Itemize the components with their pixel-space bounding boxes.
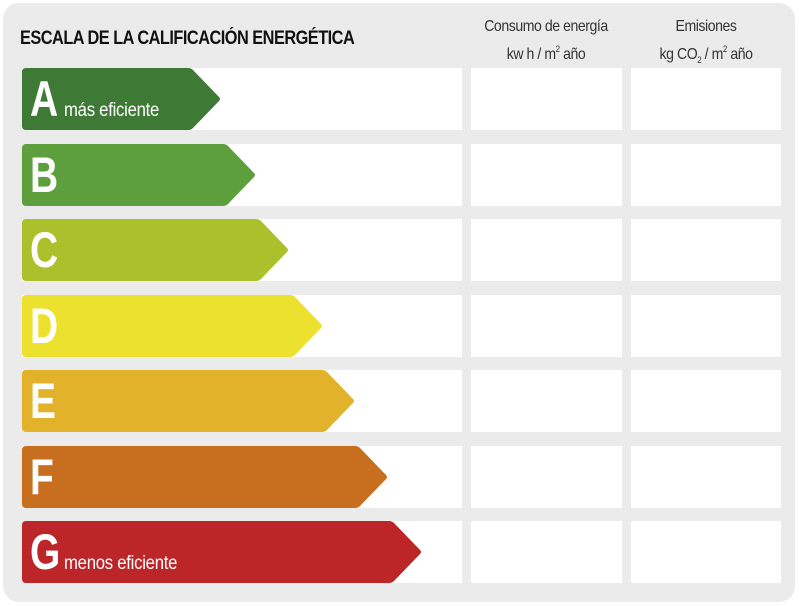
energy-consumption-cell-a <box>471 68 622 130</box>
rating-letter: C <box>30 222 59 278</box>
rating-arrow-f: F <box>22 446 387 508</box>
emissions-cell-g <box>631 521 781 583</box>
emissions-cell-e <box>631 370 781 432</box>
rating-arrow-b: B <box>22 144 255 206</box>
emissions-cell-d <box>631 295 781 357</box>
energy-consumption-cell-g <box>471 521 622 583</box>
emissions-cell-f <box>631 446 781 508</box>
rating-letter: A <box>30 71 59 127</box>
emissions-cell-c <box>631 219 781 281</box>
rating-arrow-e: E <box>22 370 354 432</box>
rating-letter: B <box>30 147 59 203</box>
rating-letter: E <box>30 373 57 429</box>
rating-sublabel: más eficiente <box>64 100 160 121</box>
column-header-emissions: Emisiones kg CO2 / m2 año <box>626 16 786 71</box>
rating-arrow-c: C <box>22 219 288 281</box>
rating-arrow-g: G menos eficiente <box>22 521 421 583</box>
column-header-emissions-line1: Emisiones <box>675 18 737 35</box>
energy-consumption-cell-f <box>471 446 622 508</box>
energy-consumption-cell-b <box>471 144 622 206</box>
column-header-energy: Consumo de energía kw h / m2 año <box>466 16 626 66</box>
energy-consumption-cell-c <box>471 219 622 281</box>
column-header-energy-line1: Consumo de energía <box>484 18 608 35</box>
emissions-cell-b <box>631 144 781 206</box>
rating-letter: D <box>30 298 59 354</box>
energy-consumption-cell-e <box>471 370 622 432</box>
rating-letter: G <box>30 524 61 580</box>
column-header-energy-line2: kw h / m2 año <box>506 44 586 63</box>
rating-letter: F <box>30 449 54 505</box>
rating-arrow-d: D <box>22 295 322 357</box>
rating-sublabel: menos eficiente <box>64 553 178 574</box>
emissions-cell-a <box>631 68 781 130</box>
column-header-emissions-line2: kg CO2 / m2 año <box>659 44 753 65</box>
energy-consumption-cell-d <box>471 295 622 357</box>
rating-arrow-a: A más eficiente <box>22 68 220 130</box>
page-title: ESCALA DE LA CALIFICACIÓN ENERGÉTICA <box>20 28 355 49</box>
